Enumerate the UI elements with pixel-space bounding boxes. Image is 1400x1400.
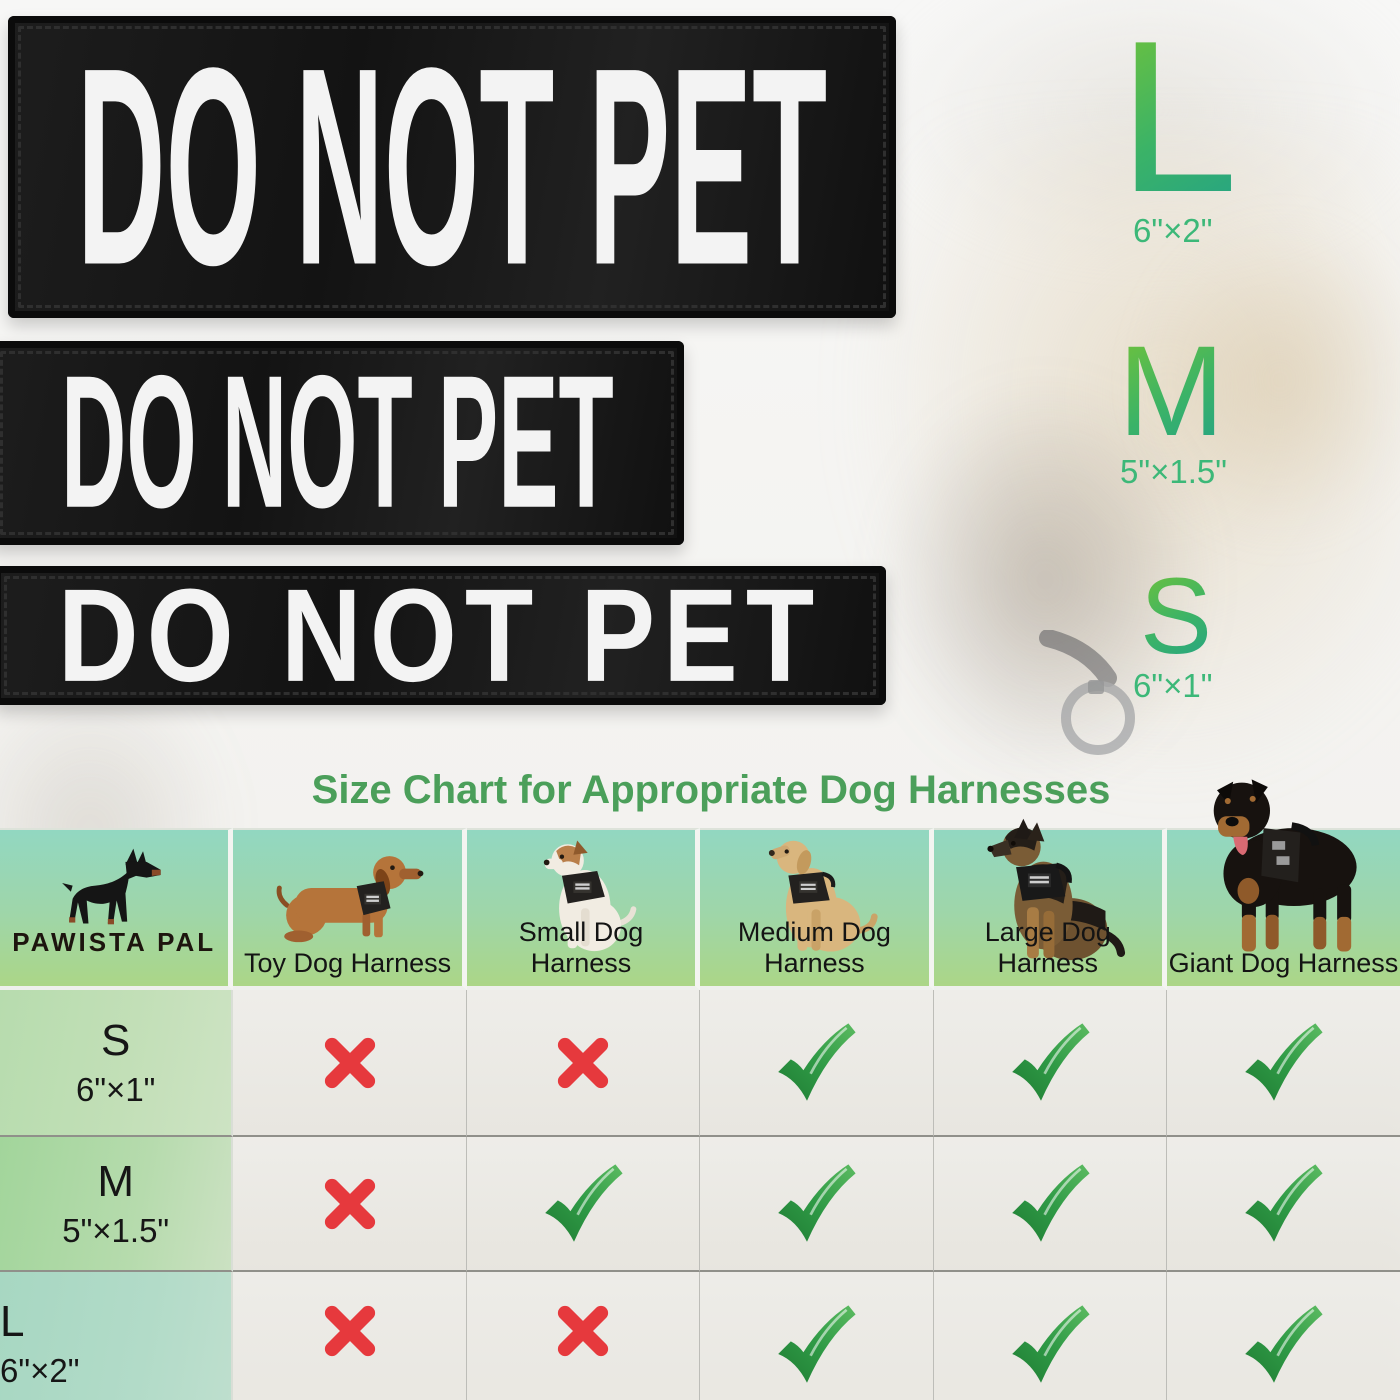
patch-medium-text: DO NOT PET	[60, 337, 614, 548]
german-shepherd-dog-icon	[987, 818, 1125, 961]
check-icon	[771, 1018, 861, 1108]
check-icon	[771, 1159, 861, 1249]
dachshund-dog-icon	[276, 856, 423, 943]
cross-icon	[552, 1032, 614, 1094]
row-label-m: M 5"×1.5"	[0, 1137, 234, 1272]
size-chart-title: Size Chart for Appropriate Dog Harnesses	[311, 768, 1111, 812]
cell-m-toy	[233, 1137, 467, 1272]
cell-m-giant	[1166, 1137, 1400, 1272]
size-callout-letter-s: S	[1140, 555, 1213, 676]
labrador-dog-icon	[769, 840, 879, 952]
cell-m-medium	[700, 1137, 934, 1272]
brand-header-cell: PAWISTA PAL	[0, 828, 234, 990]
column-header-toy: Toy Dog Harness	[233, 828, 467, 990]
collar-carabiner-detail	[1039, 630, 1135, 755]
cell-m-small	[466, 1137, 701, 1272]
patch-medium: DO NOT PET	[0, 341, 684, 545]
cell-l-medium	[700, 1272, 934, 1400]
check-icon	[771, 1300, 861, 1390]
patch-large: DO NOT PET	[8, 16, 896, 318]
cell-s-giant	[1166, 990, 1400, 1137]
size-callout-dims-l: 6"×2"	[1133, 212, 1213, 249]
check-icon	[1238, 1159, 1328, 1249]
check-icon	[1005, 1018, 1095, 1108]
cell-l-giant	[1166, 1272, 1400, 1400]
rottweiler-dog-icon	[1214, 779, 1358, 952]
patch-small-text: DO NOT PET	[57, 561, 823, 709]
brand-name: PAWISTA PAL	[12, 927, 217, 957]
patch-small: DO NOT PET	[0, 566, 886, 705]
row-dimensions: 6"×2"	[0, 1352, 80, 1389]
column-header-large: Large Dog Harness	[933, 818, 1167, 990]
column-label: Small Dog Harness	[518, 917, 644, 978]
jack-russell-dog-icon	[543, 840, 637, 952]
cross-icon	[319, 1300, 381, 1362]
cell-m-large	[933, 1137, 1167, 1272]
check-icon	[1005, 1300, 1095, 1390]
row-dimensions: 6"×1"	[75, 1071, 156, 1108]
check-icon	[1238, 1300, 1328, 1390]
row-size: L	[0, 1297, 25, 1346]
size-callout-dims-m: 5"×1.5"	[1120, 453, 1227, 490]
column-label: Medium Dog Harness	[737, 917, 891, 978]
row-dimensions: 5"×1.5"	[62, 1212, 170, 1249]
size-callout-dims-s: 6"×1"	[1133, 667, 1213, 704]
row-label-l: L 6"×2"	[0, 1272, 234, 1400]
cross-icon	[319, 1032, 381, 1094]
column-header-medium: Medium Dog Harness	[700, 828, 934, 990]
row-size: S	[101, 1016, 131, 1065]
size-chart-table: PAWISTA PAL Toy Dog Harness	[0, 779, 1400, 1400]
cell-l-large	[933, 1272, 1167, 1400]
column-label: Large Dog Harness	[984, 917, 1111, 978]
patch-large-text: DO NOT PET	[76, 9, 828, 324]
dog-silhouette-icon	[62, 848, 161, 925]
check-icon	[1238, 1018, 1328, 1108]
row-size: M	[97, 1157, 135, 1206]
cell-l-small	[466, 1272, 701, 1400]
cross-icon	[552, 1300, 614, 1362]
size-callout-letter-l: L	[1118, 0, 1239, 237]
check-icon	[538, 1159, 628, 1249]
cell-l-toy	[233, 1272, 467, 1400]
column-header-small: Small Dog Harness	[466, 828, 701, 990]
size-callout-letter-m: M	[1118, 320, 1225, 463]
column-label: Giant Dog Harness	[1168, 948, 1399, 978]
cell-s-large	[933, 990, 1167, 1137]
column-label: Toy Dog Harness	[244, 948, 452, 978]
column-header-giant: Giant Dog Harness	[1166, 779, 1400, 990]
cell-s-small	[466, 990, 701, 1137]
check-icon	[1005, 1159, 1095, 1249]
row-label-s: S 6"×1"	[0, 990, 234, 1137]
cross-icon	[319, 1173, 381, 1235]
cell-s-toy	[233, 990, 467, 1137]
cell-s-medium	[700, 990, 934, 1137]
